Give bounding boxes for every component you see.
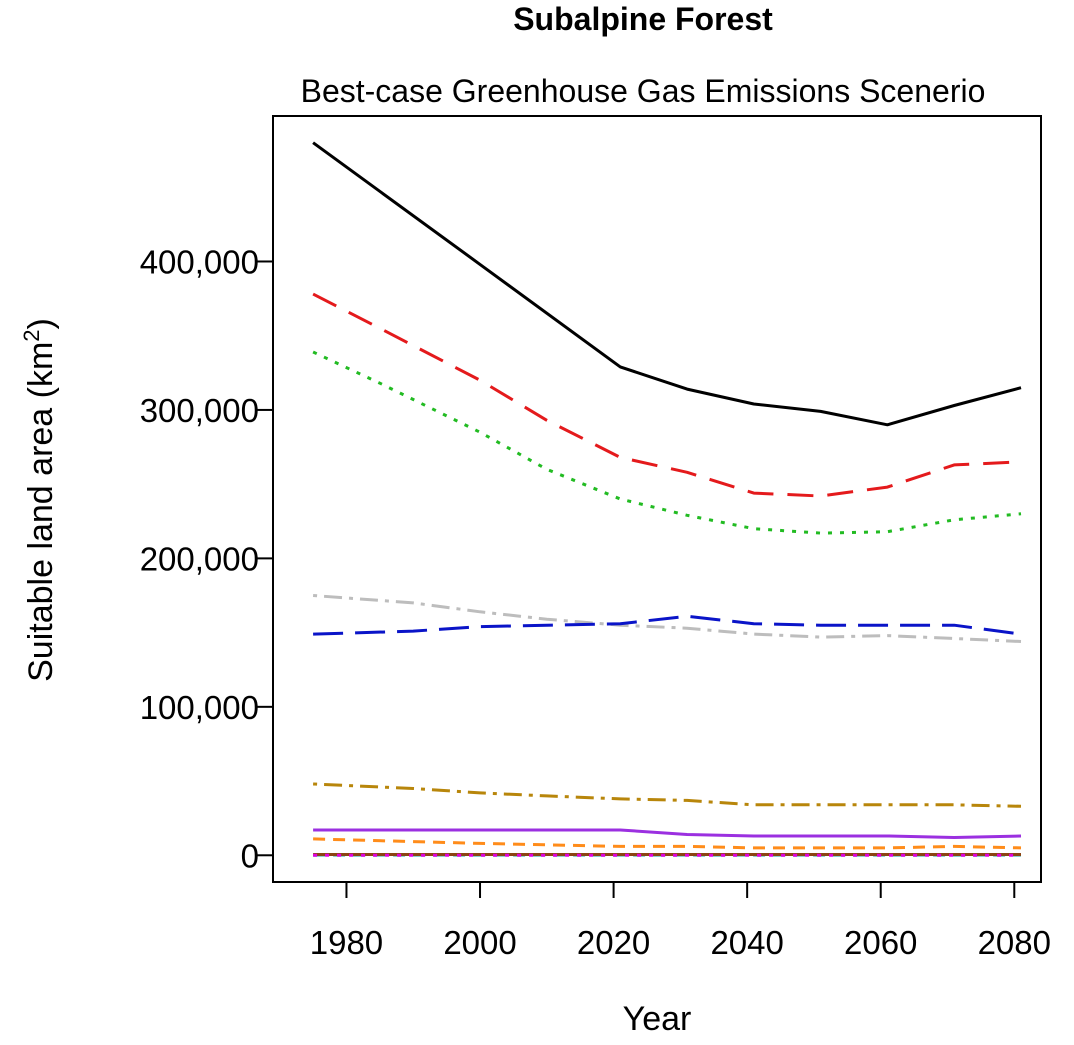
chart-subtitle: Best-case Greenhouse Gas Emissions Scene… [301,73,986,109]
y-axis-label-superscript: 2 [19,329,44,341]
series-line-2 [312,292,1022,498]
series-line-7 [313,828,1022,839]
y-axis: 0 100,000 200,000 300,000 400,000 [140,243,274,874]
series-line-1 [312,141,1022,427]
x-tick-label: 2020 [577,924,650,961]
y-tick-label: 0 [241,837,259,874]
series-line-8 [313,837,1022,850]
x-axis: 1980 2000 2020 2040 2060 2080 [310,881,1051,961]
x-tick-label: 2060 [844,924,917,961]
x-tick-label: 2040 [710,924,783,961]
x-tick-label: 1980 [310,924,383,961]
y-tick-label: 100,000 [140,689,259,726]
series-line-3 [312,350,1022,535]
x-tick-label: 2000 [443,924,516,961]
y-axis-label-text: Suitable land area (km [22,342,60,682]
y-tick-label: 300,000 [140,392,259,429]
x-tick-label: 2080 [978,924,1051,961]
series-line-6 [313,782,1022,808]
series-line-4 [312,594,1022,643]
y-tick-label: 400,000 [140,243,259,280]
plot-frame [272,115,1042,883]
x-axis-label: Year [623,1000,692,1038]
y-axis-label-close: ) [22,318,60,329]
y-axis-label: Suitable land area (km2) [19,318,60,682]
series-layer [312,141,1022,857]
y-tick-label: 200,000 [140,540,259,577]
chart-title: Subalpine Forest [513,1,773,37]
series-line-5 [313,614,1022,636]
